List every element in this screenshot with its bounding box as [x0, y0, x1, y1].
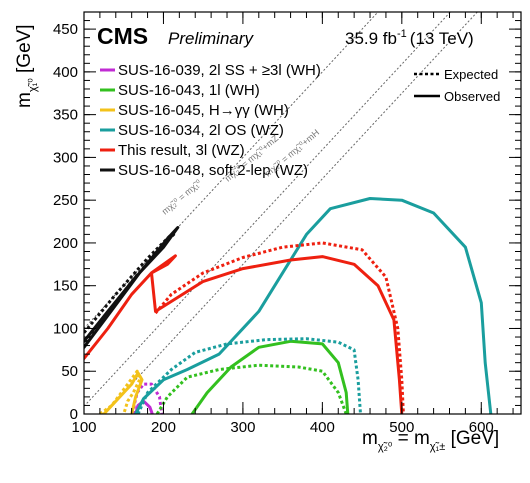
x-tick-label: 600 [469, 419, 494, 436]
lumi-value: 35.9 fb [345, 29, 397, 48]
x-axis-m1: m [362, 428, 378, 449]
y-tick-label: 0 [70, 406, 78, 423]
lumi-exponent: -1 [397, 28, 407, 40]
y-tick-label: 400 [53, 64, 78, 81]
y-tick-label: 150 [53, 278, 78, 295]
series-1-observed [190, 339, 350, 414]
y-tick-label: 300 [53, 149, 78, 166]
axis-tick-labels: 100 200 300 400 500 600 0 50 100 150 200 250 300 350 4… [53, 21, 494, 436]
series-1-expected [155, 363, 348, 414]
y-tick-label: 200 [53, 235, 78, 252]
kinematic-diagonals [84, 12, 478, 414]
y-tick-label: 450 [53, 21, 78, 38]
legend-label-5: SUS-16-048, soft 2-lep (WZ) [118, 162, 308, 179]
diagonal-line-1 [84, 12, 451, 407]
y-axis-title: mχ̃₁⁰ [GeV] [14, 24, 39, 108]
y-tick-label: 50 [61, 363, 78, 380]
series-4-expected [154, 241, 405, 414]
x-axis-eq: = m [392, 428, 429, 449]
x-axis-sub2: χ̃₁± [430, 441, 446, 453]
diagonal-line-2 [103, 12, 478, 414]
plot-frame [83, 11, 522, 415]
exclusion-curves [84, 197, 493, 414]
observed-legend-label: Observed [444, 89, 500, 104]
axis-ticks [83, 11, 521, 415]
legend-label-0: SUS-16-039, 2l SS + ≥3l (WH) [118, 62, 321, 79]
x-tick-label: 300 [230, 419, 255, 436]
expected-legend-label: Expected [444, 67, 498, 82]
diagonal-line-0 [84, 12, 379, 329]
series-5-observed [84, 226, 180, 349]
x-tick-label: 500 [389, 419, 414, 436]
x-axis-sub1: χ̃₂⁰ [378, 441, 393, 453]
legend-label-4: This result, 3l (WZ) [118, 142, 245, 159]
x-tick-label: 100 [71, 419, 96, 436]
diagonal-label-0: mχ̃₂⁰ = mχ̃₁⁰ [160, 177, 204, 216]
series-4-observed [84, 254, 404, 414]
y-tick-label: 250 [53, 192, 78, 209]
series-legend: SUS-16-039, 2l SS + ≥3l (WH) SUS-16-043, … [100, 62, 321, 179]
series-2-observed [102, 371, 144, 414]
energy-label: (13 TeV) [410, 29, 474, 48]
x-axis-title: mχ̃₂⁰ = mχ̃₁± [GeV] [362, 428, 499, 453]
preliminary-label: Preliminary [168, 29, 255, 48]
y-tick-label: 350 [53, 107, 78, 124]
series-0-expected [132, 382, 164, 414]
legend-label-2: SUS-16-045, H→γγ (WH) [118, 102, 289, 119]
y-axis-sub: χ̃₁⁰ [27, 78, 39, 92]
x-axis-unit: [GeV] [445, 428, 499, 449]
legend-label-1: SUS-16-043, 1l (WH) [118, 82, 260, 99]
cms-label: CMS [97, 23, 148, 49]
x-tick-label: 200 [151, 419, 176, 436]
y-axis-m: m [14, 92, 35, 108]
y-tick-label: 100 [53, 320, 78, 337]
legend-label-3: SUS-16-034, 2l OS (WZ) [118, 122, 284, 139]
series-3-observed [134, 197, 493, 414]
x-tick-label: 400 [310, 419, 335, 436]
series-3-expected [136, 337, 362, 414]
lumi-label: 35.9 fb-1 (13 TeV) [345, 28, 474, 48]
y-axis-unit: [GeV] [14, 24, 35, 78]
